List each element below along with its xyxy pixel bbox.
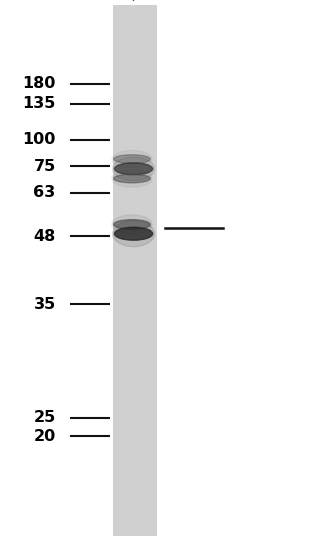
Ellipse shape — [113, 221, 155, 247]
Text: 75: 75 — [33, 159, 56, 174]
Text: 180: 180 — [22, 76, 56, 91]
Ellipse shape — [114, 174, 150, 183]
Ellipse shape — [112, 215, 152, 234]
Ellipse shape — [114, 227, 153, 240]
Bar — [113, 5, 157, 536]
Text: RAW246.7: RAW246.7 — [125, 0, 188, 3]
Text: 35: 35 — [33, 296, 56, 312]
Text: 100: 100 — [22, 132, 56, 147]
Text: 63: 63 — [33, 185, 56, 200]
Ellipse shape — [114, 155, 150, 163]
Ellipse shape — [114, 220, 150, 229]
Text: 135: 135 — [22, 96, 56, 111]
Ellipse shape — [113, 157, 155, 181]
Ellipse shape — [112, 150, 152, 168]
Ellipse shape — [112, 170, 152, 187]
Text: 25: 25 — [33, 410, 56, 425]
Text: 20: 20 — [33, 428, 56, 444]
Text: 48: 48 — [33, 229, 56, 244]
Ellipse shape — [114, 163, 153, 175]
